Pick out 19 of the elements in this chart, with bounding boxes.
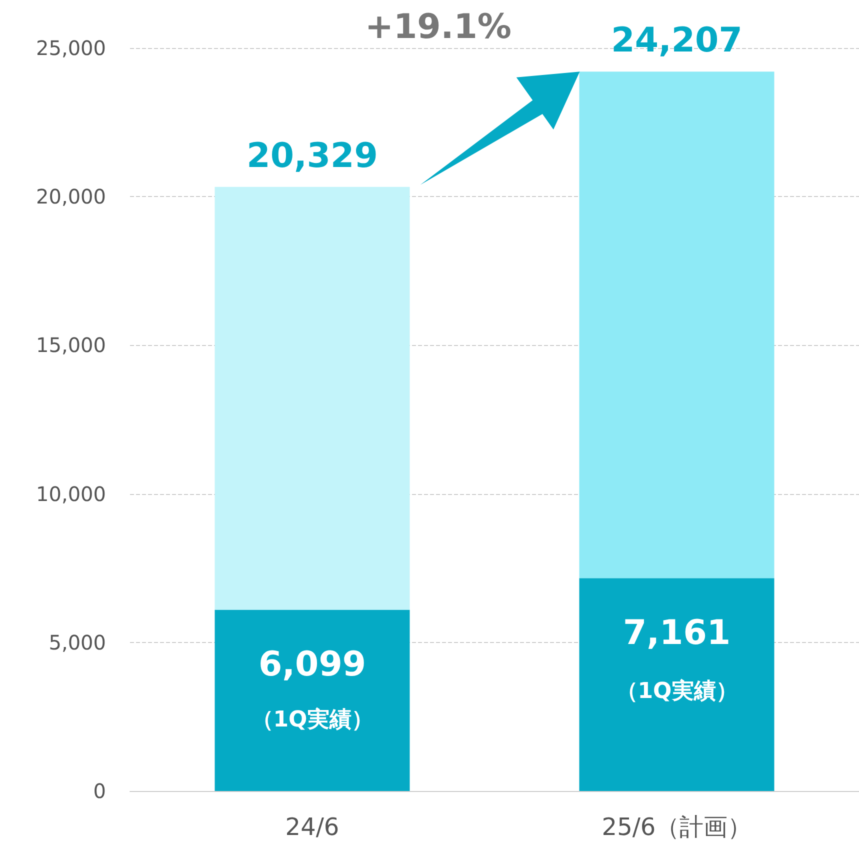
bar: [579, 72, 774, 578]
data-label: 7,161: [622, 613, 731, 654]
total-label: 24,207: [611, 20, 742, 61]
y-tick-label: 0: [93, 779, 106, 803]
x-tick-label: 24/6: [285, 813, 340, 841]
data-label: 6,099: [258, 644, 366, 685]
y-tick-label: 25,000: [36, 36, 106, 60]
x-tick-label: 25/6（計画）: [602, 813, 752, 841]
text: +19.1%: [365, 7, 512, 47]
bar: [579, 578, 774, 791]
y-tick-label: 5,000: [48, 630, 106, 654]
y-tick-label: 10,000: [36, 482, 106, 506]
y-tick-label: 20,000: [36, 184, 106, 209]
bar: [214, 186, 410, 610]
annotation: （1Q実績）: [251, 706, 374, 732]
bar: [214, 610, 410, 791]
annotation: （1Q実績）: [616, 678, 738, 704]
y-tick-label: 15,000: [36, 333, 106, 358]
total-label: 20,329: [246, 136, 378, 176]
